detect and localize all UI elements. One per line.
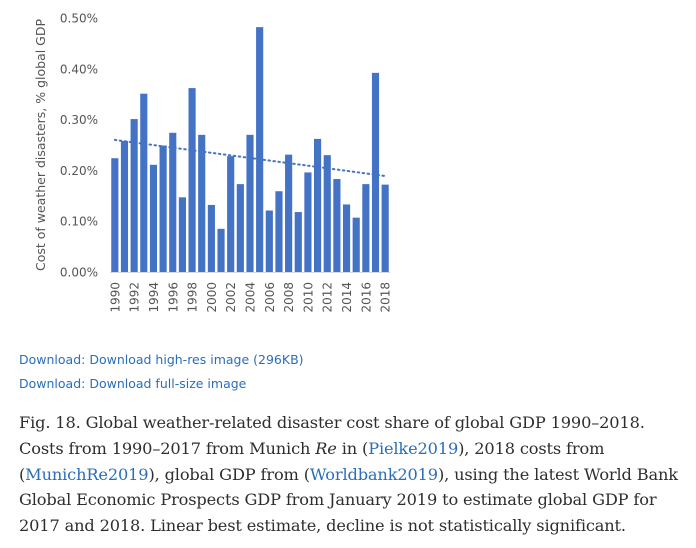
bar-1993 [140, 93, 148, 272]
bar-2012 [323, 155, 331, 272]
bar-2006 [265, 210, 273, 272]
x-tick-label: 2012 [321, 282, 335, 313]
bar-1999 [198, 134, 206, 272]
x-tick-label: 1992 [128, 282, 142, 313]
caption-text-1: Fig. 18. Global weather-related disaster… [19, 413, 645, 458]
bar-1992 [130, 119, 138, 272]
bar-1998 [188, 88, 196, 272]
bar-2009 [294, 212, 302, 272]
citation-link-munichre[interactable]: MunichRe2019 [25, 464, 149, 484]
bar-2004 [246, 134, 254, 272]
caption-italic: Re [315, 438, 337, 458]
x-tick-label: 2004 [244, 282, 258, 313]
x-tick-label: 1998 [186, 282, 200, 313]
x-tick-label: 1990 [108, 282, 122, 313]
citation-link-pielke[interactable]: Pielke2019 [368, 438, 459, 458]
bar-2010 [304, 172, 312, 272]
y-tick-label: 0.10% [60, 215, 98, 229]
y-tick-label: 0.50% [60, 12, 98, 26]
x-tick-label: 2018 [379, 282, 393, 313]
x-tick-label: 2014 [340, 282, 354, 313]
bar-1995 [159, 145, 167, 272]
bar-2002 [227, 156, 235, 272]
citation-link-worldbank[interactable]: Worldbank2019 [309, 464, 438, 484]
x-tick-label: 2010 [301, 282, 315, 313]
bar-2015 [352, 217, 360, 272]
download-high-res-link[interactable]: Download: Download high-res image (296KB… [19, 352, 304, 367]
caption-text-4: ), global GDP from ( [148, 464, 310, 484]
x-tick-label: 2000 [205, 282, 219, 313]
bar-2018 [381, 184, 389, 272]
x-tick-label: 2016 [359, 282, 373, 313]
trend-line [113, 138, 387, 177]
bar-2011 [314, 138, 322, 272]
x-tick-label: 2002 [224, 282, 238, 313]
bar-2007 [275, 191, 283, 272]
bar-2013 [333, 179, 341, 272]
y-tick-label: 0.00% [60, 266, 98, 280]
y-axis-ticks: 0.00% 0.10% 0.20% 0.30% 0.40% 0.50% [60, 12, 98, 280]
download-links: Download: Download high-res image (296KB… [19, 348, 304, 396]
download-full-size-link[interactable]: Download: Download full-size image [19, 376, 247, 391]
x-tick-label: 2008 [282, 282, 296, 313]
bars [111, 27, 389, 272]
bar-2016 [362, 184, 370, 272]
caption-text-3: ), 2018 costs from ( [19, 438, 605, 484]
y-tick-label: 0.40% [60, 62, 98, 76]
x-tick-label: 2006 [263, 282, 277, 313]
bar-1991 [120, 140, 129, 272]
x-tick-label: 1994 [147, 282, 161, 313]
figure-caption: Fig. 18. Global weather-related disaster… [19, 410, 683, 539]
bar-2001 [217, 228, 225, 272]
y-tick-label: 0.20% [60, 164, 98, 178]
bar-1990 [111, 158, 119, 272]
linear-trend-line [113, 138, 387, 177]
x-tick-label: 1996 [166, 282, 180, 313]
bar-2005 [256, 27, 264, 272]
y-axis-title: Cost of weather disasters, % global GDP [33, 19, 48, 272]
bar-2017 [371, 72, 380, 272]
x-axis-ticks: 1990 1992 1994 1996 1998 2000 2002 2004 2006 2008… [108, 282, 392, 313]
bar-chart: Cost of weather disasters, % global GDP … [33, 12, 393, 313]
bar-2008 [285, 154, 293, 272]
bar-1996 [169, 132, 177, 272]
bar-1997 [178, 197, 186, 272]
caption-text-5: ), using the latest World Bank Global Ec… [19, 464, 678, 536]
y-tick-label: 0.30% [60, 113, 98, 127]
bar-1994 [149, 164, 158, 272]
bar-2014 [342, 204, 351, 272]
bar-2003 [236, 184, 244, 272]
caption-text-2: in ( [336, 438, 369, 458]
bar-2000 [207, 204, 215, 272]
